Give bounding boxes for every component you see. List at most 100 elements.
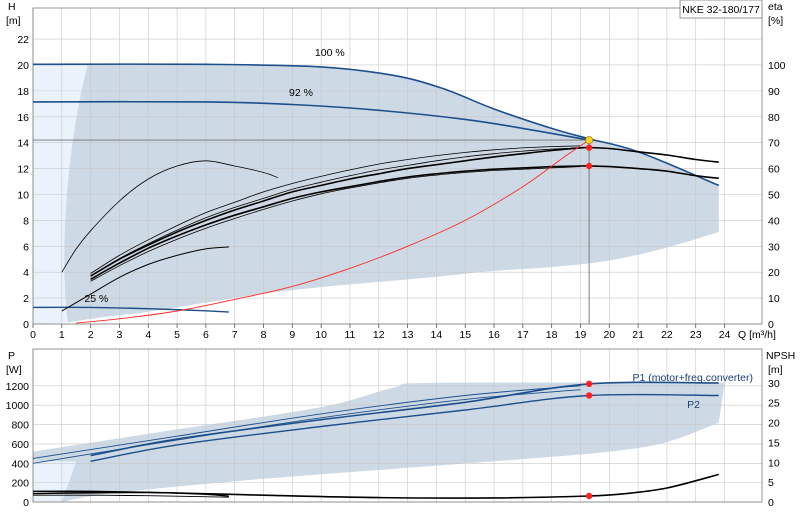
x-tick-label-12: 12 xyxy=(373,329,385,341)
x-tick-label-7: 7 xyxy=(232,329,238,341)
x-tick-label-24: 24 xyxy=(719,329,731,341)
top-series-line-10 xyxy=(76,139,590,324)
y-right-tick-label-8: 80 xyxy=(768,112,780,124)
npsh-axis-label-symbol: NPSH xyxy=(766,350,795,362)
x-tick-label-2: 2 xyxy=(88,329,94,341)
y-tick-label-11: 22 xyxy=(17,34,29,46)
y-tick-label-8: 16 xyxy=(17,112,29,124)
y-tick-label-6: 12 xyxy=(17,164,29,176)
p2-series-label: P2 xyxy=(687,399,700,411)
y-right-tick-label-9: 90 xyxy=(768,86,780,98)
p-axis-label-unit: [W] xyxy=(6,364,22,376)
y-right-tick-label-1: 10 xyxy=(768,293,780,305)
x-tick-label-5: 5 xyxy=(174,329,180,341)
npsh-tick-label-0: 0 xyxy=(768,497,774,509)
bottom-series-line-2 xyxy=(32,385,581,459)
y-right-tick-label-5: 50 xyxy=(768,189,780,201)
top-series-line-3 xyxy=(90,146,719,277)
top-series-line-7 xyxy=(90,145,581,274)
npsh-tick-label-6: 30 xyxy=(768,378,780,390)
npsh-axis-label-unit: [m] xyxy=(768,364,783,376)
chart-title: NKE 32-180/177 xyxy=(682,4,760,16)
x-tick-label-4: 4 xyxy=(145,329,151,341)
y-right-axis-label-unit: [%] xyxy=(768,15,783,27)
y-tick-label-4: 8 xyxy=(23,215,29,227)
title-box xyxy=(679,0,763,19)
operating-range-region xyxy=(64,64,719,323)
bottom-duty-point-0 xyxy=(585,380,593,388)
x-tick-label-10: 10 xyxy=(315,329,327,341)
x-tick-label-6: 6 xyxy=(203,329,209,341)
y-tick-label-2: 4 xyxy=(23,267,29,279)
x-tick-label-20: 20 xyxy=(603,329,615,341)
x-tick-label-22: 22 xyxy=(661,329,673,341)
x-tick-label-15: 15 xyxy=(459,329,471,341)
x-tick-label-8: 8 xyxy=(261,329,267,341)
top-series-line-0 xyxy=(32,63,720,187)
x-axis-label: Q [m³/h] xyxy=(738,329,776,341)
y-right-tick-label-2: 20 xyxy=(768,267,780,279)
x-tick-label-17: 17 xyxy=(517,329,529,341)
top-series-line-9 xyxy=(61,160,279,273)
npsh-tick-label-2: 10 xyxy=(768,457,780,469)
p-tick-label-5: 1000 xyxy=(6,400,30,412)
y-axis-label-unit: [m] xyxy=(6,15,21,27)
bottom-series-line-3 xyxy=(32,389,581,464)
p-tick-label-3: 600 xyxy=(11,439,29,451)
speed-label-92: 92 % xyxy=(289,87,313,99)
p-axis-label-symbol: P xyxy=(8,350,15,362)
npsh-tick-label-5: 25 xyxy=(768,398,780,410)
y-tick-label-0: 0 xyxy=(23,319,29,331)
y-right-tick-label-6: 60 xyxy=(768,164,780,176)
top-series-line-5 xyxy=(90,147,581,277)
x-tick-label-11: 11 xyxy=(345,329,356,341)
x-tick-label-1: 1 xyxy=(59,329,65,341)
x-tick-label-23: 23 xyxy=(690,329,702,341)
y-tick-label-7: 14 xyxy=(17,138,29,150)
x-tick-label-21: 21 xyxy=(632,329,644,341)
npsh-tick-label-3: 15 xyxy=(768,437,780,449)
x-tick-label-3: 3 xyxy=(117,329,123,341)
npsh-tick-label-4: 20 xyxy=(768,418,780,430)
bottom-series-line-1 xyxy=(90,393,719,462)
bottom-series-line-5 xyxy=(32,494,229,498)
y-tick-label-5: 10 xyxy=(17,189,29,201)
y-tick-label-10: 20 xyxy=(17,60,29,72)
y-right-axis-label-symbol: eta xyxy=(768,1,783,13)
p-tick-label-0: 0 xyxy=(23,497,29,509)
y-tick-label-3: 6 xyxy=(23,241,29,253)
x-tick-label-13: 13 xyxy=(402,329,414,341)
y-axis-label-symbol: H xyxy=(8,1,16,13)
npsh-tick-label-1: 5 xyxy=(768,477,774,489)
top-series-line-4 xyxy=(90,165,719,280)
p1-series-label: P1 (motor+freq.converter) xyxy=(632,372,753,384)
p-tick-label-2: 400 xyxy=(11,458,29,470)
y-right-tick-label-0: 0 xyxy=(768,319,774,331)
speed-label-100: 100 % xyxy=(315,47,345,59)
x-tick-label-0: 0 xyxy=(30,329,36,341)
y-right-tick-label-7: 70 xyxy=(768,138,780,150)
bottom-duty-point-1 xyxy=(585,392,593,399)
x-tick-label-19: 19 xyxy=(575,329,587,341)
bottom-plot-frame xyxy=(32,348,763,503)
bottom-series-line-6 xyxy=(32,473,720,499)
y-right-tick-label-10: 100 xyxy=(768,60,786,72)
low-flow-shading xyxy=(33,64,88,325)
x-tick-label-16: 16 xyxy=(488,329,500,341)
x-tick-label-14: 14 xyxy=(431,329,443,341)
y-right-tick-label-3: 30 xyxy=(768,241,780,253)
top-series-line-8 xyxy=(61,246,229,312)
p-tick-label-1: 200 xyxy=(11,478,29,490)
y-right-tick-label-4: 40 xyxy=(768,215,780,227)
top-series-line-2 xyxy=(32,306,229,313)
p-tick-label-6: 1200 xyxy=(6,381,30,393)
top-series-line-6 xyxy=(90,166,581,282)
p-tick-label-4: 800 xyxy=(11,420,29,432)
duty-point-1 xyxy=(585,144,593,151)
top-series-line-1 xyxy=(32,100,590,141)
x-tick-label-9: 9 xyxy=(289,329,295,341)
bottom-series-line-0 xyxy=(90,381,719,457)
x-tick-label-18: 18 xyxy=(546,329,558,341)
